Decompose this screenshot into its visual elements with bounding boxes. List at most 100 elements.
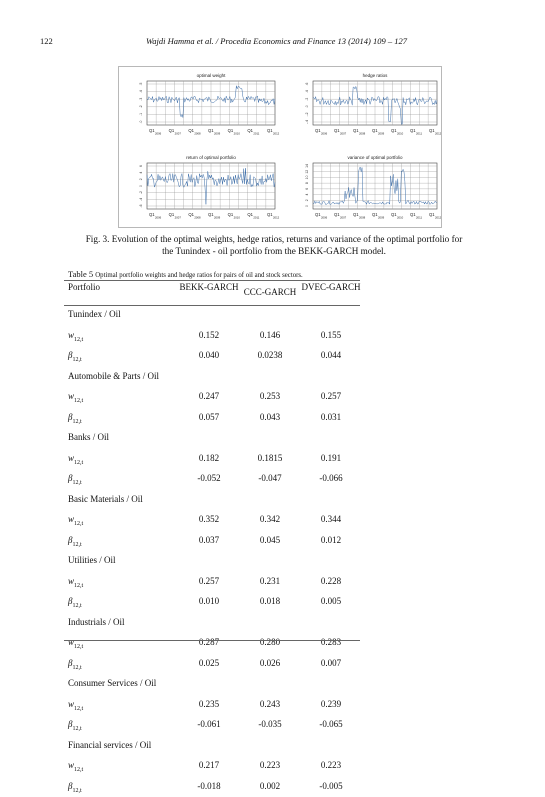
x-tick-quarter: Q1	[228, 128, 234, 133]
x-tick-quarter: Q1	[391, 128, 397, 133]
x-tick-quarter: Q1	[267, 128, 273, 133]
table-section-title: Financial services / Oil	[68, 739, 152, 750]
row-symbol-subscript: 12,t	[74, 336, 84, 343]
y-tick-label: 0	[305, 205, 309, 207]
row-symbol-subscript: 12,t	[72, 479, 82, 486]
row-symbol: β12,t	[68, 658, 82, 671]
table-section-title: Tunindex / Oil	[68, 309, 121, 319]
y-tick-label: .2	[139, 105, 143, 108]
column-header-dvec: DVEC-GARCH	[301, 282, 361, 292]
row-symbol: w12,t	[68, 391, 83, 404]
table-cell: -0.065	[319, 719, 343, 729]
table-cell: 0.010	[198, 596, 220, 606]
x-tick-quarter: Q1	[169, 212, 175, 217]
x-tick-quarter: Q1	[169, 128, 175, 133]
x-tick-year: 2007	[340, 132, 347, 136]
panel-title: optimal weight	[197, 73, 227, 78]
series-line	[312, 166, 438, 206]
x-tick-year: 2006	[155, 132, 162, 136]
x-tick-quarter: Q1	[188, 212, 194, 217]
table-cell: 0.026	[259, 657, 281, 668]
table-top-rule	[64, 280, 360, 281]
x-tick-quarter: Q1	[372, 128, 378, 133]
y-tick-label: .2	[305, 98, 309, 101]
table-row-hedge-ratio-row: β12,t 0.057 0.043 0.031	[68, 412, 360, 428]
figure-caption: Fig. 3. Evolution of the optimal weights…	[85, 234, 463, 256]
row-symbol: β12,t	[68, 535, 82, 548]
x-tick-quarter: Q1	[334, 212, 340, 217]
y-tick-label: .4	[305, 90, 309, 93]
table-row-weight-row: w12,t 0.287 0.280 0.283	[68, 637, 360, 653]
table-cell: 0.247	[198, 391, 220, 401]
row-symbol-subscript: 12,t	[72, 725, 82, 732]
row-symbol: w12,t	[68, 760, 83, 773]
y-tick-label: .1	[139, 113, 143, 116]
table-section-title: Banks / Oil	[68, 432, 110, 442]
table-cell: 0.182	[198, 452, 220, 463]
table-row-weight-row: w12,t 0.352 0.342 0.344	[68, 514, 360, 530]
x-tick-quarter: Q1	[353, 212, 359, 217]
y-tick-label: -6	[139, 204, 143, 207]
row-symbol-subscript: 12,t	[74, 705, 84, 712]
x-tick-year: 2011	[253, 216, 259, 220]
x-tick-year: 2012	[273, 216, 280, 220]
x-tick-year: 2006	[155, 216, 162, 220]
row-symbol-letter: β	[68, 473, 73, 483]
x-tick-year: 2011	[253, 132, 259, 136]
x-tick-quarter: Q1	[208, 212, 214, 217]
table-cell: 0.342	[259, 514, 281, 524]
x-tick-year: 2012	[435, 216, 441, 220]
table-row-hedge-ratio-row: β12,t 0.025 0.026 0.007	[68, 658, 360, 674]
table-cell: 0.283	[320, 637, 342, 647]
table-row-weight-row: w12,t 0.247 0.253 0.257	[68, 391, 360, 407]
table-cell: -0.018	[197, 780, 221, 791]
table-cell: 0.257	[320, 391, 342, 401]
x-tick-quarter: Q1	[247, 128, 253, 133]
x-tick-quarter: Q1	[188, 128, 194, 133]
x-tick-quarter: Q1	[429, 212, 435, 217]
table-label: Table 5	[68, 269, 94, 279]
x-tick-quarter: Q1	[391, 212, 397, 217]
table-title-text: Optimal portfolio weights and hedge rati…	[95, 272, 303, 279]
table-cell: 0.228	[320, 575, 342, 586]
x-tick-quarter: Q1	[247, 212, 253, 217]
x-tick-year: 2007	[175, 216, 182, 220]
x-tick-year: 2007	[340, 216, 347, 220]
row-symbol-letter: β	[68, 350, 73, 360]
table-cell: -0.035	[258, 719, 282, 729]
row-symbol-letter: w	[68, 329, 75, 340]
table-cell: -0.052	[197, 473, 221, 483]
table-section-title: Consumer Services / Oil	[68, 678, 157, 688]
table-title: Table 5 Optimal portfolio weights and he…	[68, 269, 303, 279]
column-header-ccc: CCC-GARCH	[243, 287, 297, 297]
table-cell: 0.287	[198, 637, 220, 647]
y-tick-label: .0	[139, 120, 143, 123]
table-cell: 0.043	[259, 411, 281, 422]
table-cell: 0.344	[320, 514, 342, 524]
table-cell: 0.191	[320, 452, 342, 463]
x-tick-year: 2010	[234, 216, 241, 220]
y-tick-label: .5	[139, 82, 143, 85]
row-symbol-letter: β	[68, 534, 73, 545]
row-symbol-letter: β	[68, 411, 73, 422]
table-row-weight-row: w12,t 0.152 0.146 0.155	[68, 330, 360, 346]
table-row-hedge-ratio-row: β12,t -0.052 -0.047 -0.066	[68, 473, 360, 489]
table-cell: 0.012	[320, 534, 342, 545]
row-symbol-subscript: 12,t	[74, 766, 84, 773]
x-tick-year: 2010	[397, 132, 404, 136]
x-tick-year: 2012	[435, 132, 441, 136]
table-section-title: Industrials / Oil	[68, 616, 125, 627]
x-tick-quarter: Q1	[208, 128, 214, 133]
x-tick-quarter: Q1	[267, 212, 273, 217]
row-symbol: β12,t	[68, 473, 82, 486]
x-tick-year: 2011	[416, 132, 422, 136]
table-cell: 0.146	[259, 329, 281, 340]
table-cell: 0.257	[198, 575, 220, 586]
x-tick-year: 2011	[416, 216, 422, 220]
y-tick-label: -.4	[305, 120, 309, 124]
x-tick-year: 2009	[214, 216, 221, 220]
x-tick-quarter: Q1	[353, 128, 359, 133]
row-symbol-letter: β	[68, 657, 73, 668]
table-cell: 0.352	[198, 514, 220, 524]
x-tick-quarter: Q1	[372, 212, 378, 217]
